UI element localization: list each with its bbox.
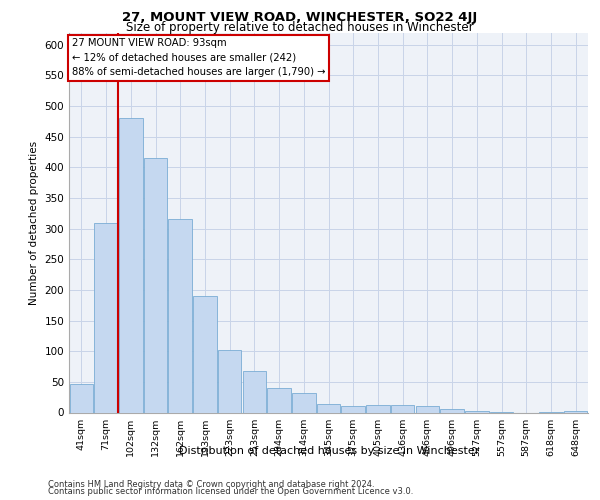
Bar bbox=[440, 410, 464, 412]
Bar bbox=[317, 404, 340, 412]
Bar bbox=[70, 384, 93, 412]
Bar bbox=[218, 350, 241, 412]
Bar bbox=[144, 158, 167, 412]
Bar bbox=[242, 371, 266, 412]
Bar bbox=[465, 410, 488, 412]
Text: Size of property relative to detached houses in Winchester: Size of property relative to detached ho… bbox=[126, 21, 474, 34]
Bar bbox=[94, 222, 118, 412]
Text: 27, MOUNT VIEW ROAD, WINCHESTER, SO22 4JJ: 27, MOUNT VIEW ROAD, WINCHESTER, SO22 4J… bbox=[122, 11, 478, 24]
Text: Contains public sector information licensed under the Open Government Licence v3: Contains public sector information licen… bbox=[48, 487, 413, 496]
Bar bbox=[268, 388, 291, 412]
Bar bbox=[341, 406, 365, 412]
Text: Contains HM Land Registry data © Crown copyright and database right 2024.: Contains HM Land Registry data © Crown c… bbox=[48, 480, 374, 489]
Bar bbox=[193, 296, 217, 412]
Bar bbox=[169, 220, 192, 412]
Bar bbox=[119, 118, 143, 412]
Y-axis label: Number of detached properties: Number of detached properties bbox=[29, 140, 39, 304]
Text: 27 MOUNT VIEW ROAD: 93sqm
← 12% of detached houses are smaller (242)
88% of semi: 27 MOUNT VIEW ROAD: 93sqm ← 12% of detac… bbox=[71, 38, 325, 77]
Bar bbox=[292, 393, 316, 412]
Bar bbox=[416, 406, 439, 412]
Text: Distribution of detached houses by size in Winchester: Distribution of detached houses by size … bbox=[179, 446, 479, 456]
Bar bbox=[564, 410, 587, 412]
Bar bbox=[366, 404, 389, 412]
Bar bbox=[391, 404, 415, 412]
